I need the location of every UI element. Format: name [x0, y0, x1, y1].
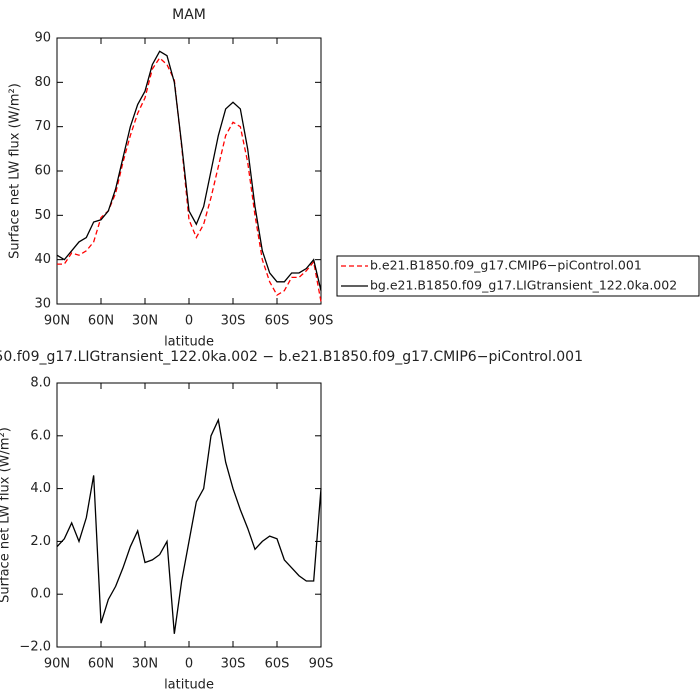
legend-box	[336, 255, 700, 297]
x-tick-label: 0	[185, 314, 193, 329]
y-axis-label: Surface net LW flux (W/m²)	[8, 83, 23, 259]
chart-title: MAM	[172, 7, 206, 23]
x-tick-label: 90S	[309, 314, 334, 329]
x-tick-label: 60N	[88, 314, 114, 329]
y-tick-label: 60	[34, 164, 51, 179]
series-line	[56, 417, 322, 634]
x-axis-label: latitude	[164, 678, 214, 693]
y-tick-label: 30	[34, 297, 51, 312]
plot-frame	[56, 37, 322, 305]
legend-label: bg.e21.B1850.f09_g17.LIGtransient_122.0k…	[370, 278, 677, 293]
y-tick-label: 4.0	[30, 481, 51, 496]
x-tick-label: 30S	[221, 314, 246, 329]
x-axis-label: latitude	[164, 335, 214, 350]
y-axis-label: Surface net LW flux (W/m²)	[0, 427, 13, 603]
series-line	[56, 50, 322, 291]
y-tick-label: 0.0	[30, 587, 51, 602]
x-tick-label: 60S	[265, 314, 290, 329]
legend-label: b.e21.B1850.f09_g17.CMIP6−piControl.001	[370, 258, 642, 273]
y-tick-label: 70	[34, 119, 51, 134]
y-tick-label: 90	[34, 31, 51, 46]
y-tick-label: −2.0	[19, 640, 51, 655]
y-tick-label: 40	[34, 252, 51, 267]
x-tick-label: 90N	[44, 657, 70, 672]
plot-frame	[56, 382, 322, 648]
chart-title: bg.e21.B1850.f09_g17.LIGtransient_122.0k…	[0, 349, 583, 365]
x-tick-label: 30S	[221, 657, 246, 672]
y-tick-label: 6.0	[30, 428, 51, 443]
x-tick-label: 30N	[132, 657, 158, 672]
x-tick-label: 60S	[265, 657, 290, 672]
y-tick-label: 8.0	[30, 376, 51, 391]
x-tick-label: 60N	[88, 657, 114, 672]
y-tick-label: 50	[34, 208, 51, 223]
series-line	[57, 56, 322, 302]
x-tick-label: 90S	[309, 657, 334, 672]
x-tick-label: 90N	[44, 314, 70, 329]
x-tick-label: 30N	[132, 314, 158, 329]
y-tick-label: 80	[34, 75, 51, 90]
x-tick-label: 0	[185, 657, 193, 672]
y-tick-label: 2.0	[30, 534, 51, 549]
